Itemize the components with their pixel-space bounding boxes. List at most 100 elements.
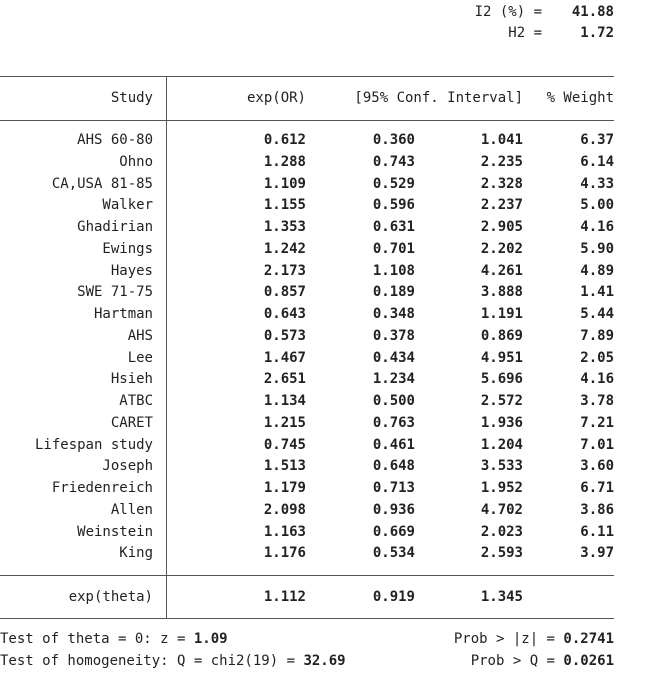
theta-p-label: Prob > |z| = — [453, 631, 564, 647]
estimate-cell: 0.857 — [263, 284, 306, 301]
ci-lower-cell: 0.434 — [372, 349, 415, 366]
ci-upper-cell: 3.888 — [480, 284, 523, 301]
study-name: Hsieh — [110, 371, 153, 388]
study-name: Lee — [127, 349, 153, 366]
ci-lower-cell: 0.189 — [372, 284, 415, 301]
homogeneity-p: Prob > Q = 0.0261 — [471, 653, 614, 669]
estimate-cell: 2.173 — [263, 262, 306, 279]
theta-test: Test of theta = 0: z = 1.09 — [0, 631, 228, 647]
ci-upper-cell: 2.023 — [480, 523, 523, 540]
header-weight: % Weight — [546, 90, 614, 106]
estimate-cell: 1.134 — [263, 393, 306, 409]
header-rule — [0, 120, 614, 121]
estimate-cell: 0.745 — [263, 436, 306, 453]
ci-upper-cell: 2.328 — [480, 175, 523, 192]
ci-lower-cell: 1.234 — [372, 371, 415, 388]
ci-lower-cell: 0.360 — [372, 132, 415, 148]
ci-lower-cell: 0.763 — [372, 414, 415, 431]
estimate-cell: 1.467 — [263, 349, 306, 366]
ci-upper-cell: 1.041 — [480, 132, 523, 148]
weight-cell: 4.16 — [580, 219, 614, 235]
ci-lower-cell: 0.378 — [372, 327, 415, 344]
homogeneity-label: Test of homogeneity: Q = chi2(19) = — [0, 653, 304, 669]
ci-lower-cell: 0.648 — [372, 458, 415, 475]
i2-value: 41.88 — [571, 4, 614, 20]
estimate-cell: 2.098 — [263, 501, 306, 518]
study-name: King — [119, 545, 153, 562]
ci-lower-cell: 0.534 — [372, 545, 415, 562]
weight-cell: 3.78 — [580, 393, 614, 409]
ci-lower-cell: 0.631 — [372, 219, 415, 235]
study-name: CARET — [110, 414, 153, 431]
weight-cell: 7.21 — [580, 414, 614, 431]
study-name: Walker — [102, 197, 153, 214]
ci-lower-cell: 0.500 — [372, 393, 415, 409]
theta-p-value: 0.2741 — [563, 631, 614, 647]
estimate-cell: 1.179 — [263, 480, 306, 496]
weight-cell: 7.01 — [580, 436, 614, 453]
header-conf-interval: [95% Conf. Interval] — [354, 90, 523, 106]
weight-cell: 6.11 — [580, 523, 614, 540]
weight-cell: 1.41 — [580, 284, 614, 301]
study-name: Lifespan study — [34, 436, 153, 453]
h2-value: 1.72 — [580, 25, 614, 41]
ci-upper-cell: 4.951 — [480, 349, 523, 366]
study-name: Hayes — [110, 262, 153, 279]
ci-lower-cell: 0.348 — [372, 306, 415, 322]
ci-upper-cell: 3.533 — [480, 458, 523, 475]
theta-z-value: 1.09 — [193, 631, 228, 647]
h2-label: H2 = — [508, 25, 542, 41]
weight-cell: 5.00 — [580, 197, 614, 214]
weight-cell: 6.71 — [580, 480, 614, 496]
header-exp-or: exp(OR) — [246, 90, 306, 106]
column-divider — [166, 76, 167, 618]
estimate-cell: 0.643 — [263, 306, 306, 322]
ci-lower-cell: 0.461 — [372, 436, 415, 453]
ci-upper-cell: 4.261 — [480, 262, 523, 279]
ci-upper-cell: 1.204 — [480, 436, 523, 453]
ci-upper-cell: 4.702 — [480, 501, 523, 518]
homogeneity-q-value: 32.69 — [303, 653, 346, 669]
ci-lower-cell: 1.108 — [372, 262, 415, 279]
weight-cell: 3.86 — [580, 501, 614, 518]
theta-p: Prob > |z| = 0.2741 — [454, 631, 614, 647]
study-name: Weinstein — [77, 523, 153, 540]
estimate-cell: 1.109 — [263, 175, 306, 192]
study-name: Ghadirian — [77, 219, 153, 235]
ci-lower-cell: 0.596 — [372, 197, 415, 214]
ci-lower-cell: 0.529 — [372, 175, 415, 192]
estimate-cell: 0.573 — [263, 327, 306, 344]
ci-upper-cell: 1.191 — [480, 306, 523, 322]
study-name: SWE 71-75 — [77, 284, 153, 301]
estimate-cell: 0.612 — [263, 132, 306, 148]
homogeneity-p-value: 0.0261 — [563, 653, 614, 669]
pooled-ci-upper: 1.345 — [480, 589, 523, 605]
pooled-ci-lower: 0.919 — [372, 589, 415, 605]
estimate-cell: 1.215 — [263, 414, 306, 431]
pooled-label: exp(theta) — [68, 589, 153, 605]
ci-upper-cell: 2.905 — [480, 219, 523, 235]
weight-cell: 6.14 — [580, 153, 614, 170]
study-name: Ewings — [102, 240, 153, 257]
weight-cell: 7.89 — [580, 327, 614, 344]
estimate-cell: 1.513 — [263, 458, 306, 475]
study-name: Allen — [110, 501, 153, 518]
ci-upper-cell: 2.237 — [480, 197, 523, 214]
study-name: CA,USA 81-85 — [51, 175, 153, 192]
study-name: Hartman — [93, 306, 153, 322]
estimate-cell: 1.163 — [263, 523, 306, 540]
ci-lower-cell: 0.713 — [372, 480, 415, 496]
estimate-cell: 1.176 — [263, 545, 306, 562]
ci-lower-cell: 0.743 — [372, 153, 415, 170]
i2-label: I2 (%) = — [474, 4, 542, 20]
estimate-cell: 2.651 — [263, 371, 306, 388]
estimate-cell: 1.288 — [263, 153, 306, 170]
weight-cell: 5.44 — [580, 306, 614, 322]
ci-lower-cell: 0.669 — [372, 523, 415, 540]
ci-lower-cell: 0.936 — [372, 501, 415, 518]
pooled-rule — [0, 575, 614, 576]
ci-lower-cell: 0.701 — [372, 240, 415, 257]
study-name: Ohno — [119, 153, 153, 170]
weight-cell: 3.60 — [580, 458, 614, 475]
study-name: AHS — [127, 327, 153, 344]
